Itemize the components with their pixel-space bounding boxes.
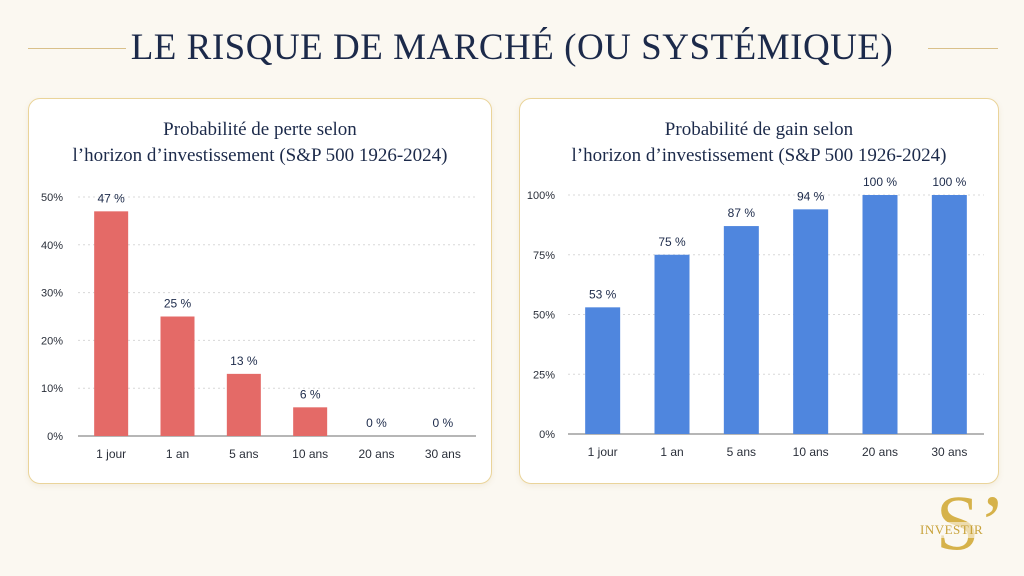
loss-ytick-label: 50% [41,192,63,204]
page-title: LE RISQUE DE MARCHÉ (OU SYSTÉMIQUE) [130,27,894,68]
gain-data-label: 100 % [863,175,897,189]
gain-data-label: 53 % [589,287,617,301]
gain-data-label: 87 % [728,206,756,220]
gain-data-label: 75 % [658,235,686,249]
gain-ytick-label: 0% [539,429,555,441]
loss-x-tick-label: 10 ans [292,447,328,461]
gain-bar [862,195,898,434]
loss-ytick-label: 20% [41,335,63,347]
gain-ytick-label: 25% [533,369,555,381]
gain-ytick-label: 75% [533,250,555,262]
gain-data-label: 100 % [932,175,966,189]
loss-bar [94,211,129,436]
loss-data-label: 6 % [300,387,321,401]
loss-ytick-label: 30% [41,288,63,300]
gain-chart-title-line-1: Probabilité de gain selon [664,119,854,140]
gain-bar [723,226,759,434]
gain-x-tick-label: 20 ans [862,445,898,459]
logo-word: INVESTIR [920,522,984,538]
gain-data-label: 94 % [797,189,825,203]
loss-x-tick-label: 30 ans [425,447,461,461]
loss-chart-title-line-2: l’horizon d’investissement (S&P 500 1926… [72,145,448,166]
loss-bar [293,407,328,436]
gain-bar [931,195,967,434]
loss-x-tick-label: 20 ans [358,447,394,461]
loss-bar [160,316,195,436]
gain-bar [585,307,621,434]
investir-logo: S’ INVESTIR [918,484,1005,572]
loss-chart-title: Probabilité de perte selon l’horizon d’i… [29,117,491,169]
loss-x-tick-label: 5 ans [229,447,258,461]
gain-chart-title-line-2: l’horizon d’investissement (S&P 500 1926… [571,145,947,166]
gain-x-tick-label: 10 ans [793,445,829,459]
gain-x-tick-label: 5 ans [727,445,756,459]
gain-ytick-label: 50% [533,310,555,322]
gain-bar [654,254,690,434]
loss-data-label: 47 % [97,191,125,205]
loss-data-label: 0 % [432,416,453,430]
gain-chart-title: Probabilité de gain selon l’horizon d’in… [520,117,998,169]
loss-data-label: 25 % [164,297,192,311]
loss-ytick-label: 40% [41,240,63,252]
loss-x-tick-label: 1 an [166,447,189,461]
gain-bar [793,209,829,434]
loss-chart-title-line-1: Probabilité de perte selon [163,119,357,140]
loss-x-tick-label: 1 jour [96,447,126,461]
gain-ytick-label: 100% [527,190,555,202]
title-rule-right [928,48,998,49]
gain-x-tick-label: 1 jour [588,445,618,459]
loss-ytick-label: 10% [41,383,63,395]
loss-data-label: 0 % [366,416,387,430]
gain-x-tick-label: 1 an [660,445,683,459]
loss-bar [226,373,261,436]
loss-ytick-label: 0% [47,431,63,443]
loss-data-label: 13 % [230,354,258,368]
title-rule-left [28,48,126,49]
gain-x-tick-label: 30 ans [931,445,967,459]
